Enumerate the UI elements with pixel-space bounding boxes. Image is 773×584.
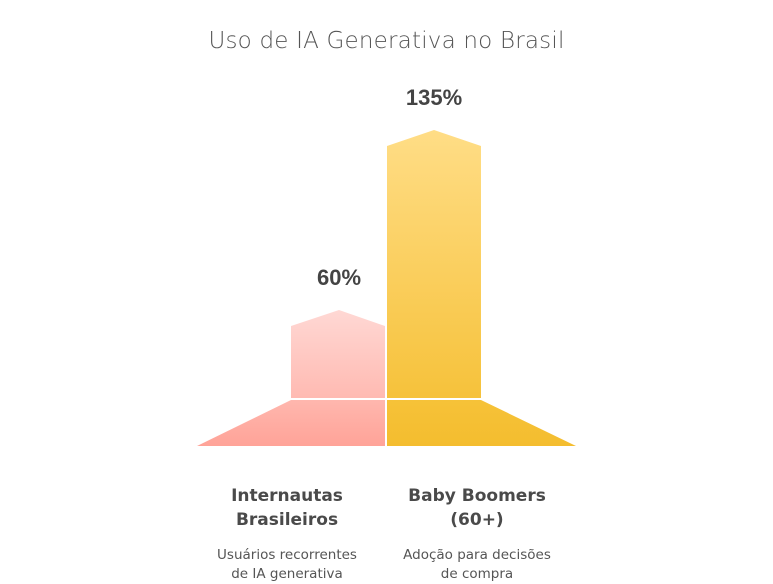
category-desc-line: de compra (440, 566, 514, 582)
category-desc-line: Adoção para decisões (403, 547, 551, 563)
bar-baby-boomers (387, 130, 481, 398)
category-name-line: Brasileiros (235, 510, 339, 530)
category-name-line: Baby Boomers (408, 486, 546, 506)
value-label-internautas: 60% (316, 265, 362, 290)
category-name-line: Internautas (231, 486, 343, 506)
base-internautas (197, 400, 385, 446)
category-baby-boomers: Baby Boomers (60+) Adoção para decisões … (382, 484, 572, 584)
category-description: Adoção para decisões de compra (382, 546, 572, 584)
category-name-line: (60+) (450, 510, 504, 530)
category-desc-line: Usuários recorrentes (217, 547, 357, 563)
bar-internautas (291, 310, 385, 398)
category-name: Internautas Brasileiros (192, 484, 382, 532)
category-desc-line: de IA generativa (231, 566, 343, 582)
base-baby-boomers (387, 400, 576, 446)
category-name: Baby Boomers (60+) (382, 484, 572, 532)
value-label-baby-boomers: 135% (405, 85, 463, 110)
category-description: Usuários recorrentes de IA generativa (192, 546, 382, 584)
chart-title: Uso de IA Generativa no Brasil (208, 28, 565, 54)
category-internautas: Internautas Brasileiros Usuários recorre… (192, 484, 382, 584)
